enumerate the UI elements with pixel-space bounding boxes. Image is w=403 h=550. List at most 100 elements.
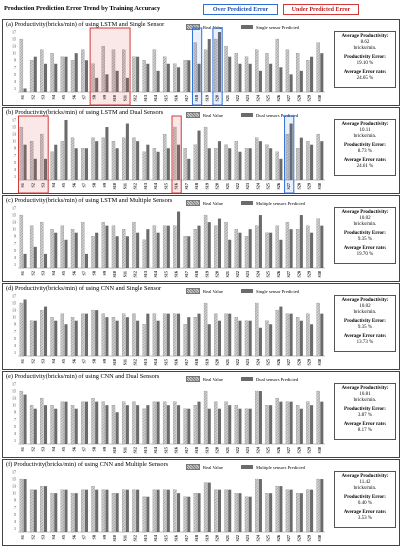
predicted-bar [299,408,303,444]
x-tick-label: S4 [51,270,56,275]
predicted-bar [177,313,181,356]
real-value-bar [295,317,300,357]
legend-predicted-label: Dual sensors Predicted [255,112,299,118]
predicted-bar [95,310,99,356]
predicted-bar [269,63,273,92]
predicted-bar [187,158,191,180]
real-value-bar [183,60,187,93]
predicted-bar [95,489,99,532]
predicted-bar [197,401,201,444]
predicted-bar [156,232,160,268]
x-tick-label: S18 [194,535,199,542]
legend-predicted-label: Multiple sensors Predicted [255,200,305,206]
x-tick-label: S6 [71,447,76,451]
predicted-bar [310,232,314,268]
x-tick-label: S7 [81,95,86,99]
real-value-bar [101,489,105,533]
predicted-bar [84,60,88,92]
predicted-bar [33,56,37,92]
x-tick-label: S3 [41,447,46,451]
y-tick-label: 15 [12,213,16,218]
real-value-bar [60,401,64,445]
predicted-bar [136,489,140,532]
x-tick-label: S8 [92,535,97,539]
x-tick-label: S27 [286,183,291,190]
real-value-bar [214,148,218,181]
legend-real-label: Real Value [203,288,223,294]
y-tick-label: 5 [14,72,16,77]
chart-title: (d) Productivity(bricks/min) of using CN… [6,285,162,292]
predicted-bar [177,144,181,180]
x-tick-label: S13 [143,535,148,542]
predicted-bar [54,493,58,532]
x-tick-label: S18 [194,183,199,190]
predicted-bar [310,56,314,92]
real-value-bar [244,408,249,445]
y-tick-label: 9 [14,234,16,239]
predicted-bar [269,232,273,268]
y-tick-label: 1 [14,174,16,179]
x-tick-label: S10 [112,183,117,190]
x-tick-label: S2 [30,535,35,539]
predicted-bar [23,253,27,268]
predicted-bar [105,317,109,356]
y-tick-label: 7 [14,417,16,422]
x-tick-label: S11 [122,95,127,101]
x-tick-label: S19 [204,535,209,542]
y-tick-label: 9 [14,410,16,415]
real-value-bar [111,405,116,445]
predicted-bar [228,239,232,268]
real-value-bar [81,49,85,93]
predicted-bar [64,401,68,444]
predicted-bar [33,158,37,180]
chart-panel: (e) Productivity(bricks/min) of using CN… [2,371,400,458]
y-tick-label: 9 [14,498,16,503]
real-value-bar [316,302,320,357]
predicted-bar [146,313,150,356]
x-tick-label: S3 [41,183,46,187]
real-value-bar [275,225,279,269]
stats-box: Average Productivity: 11.42 bricks/min. Pro… [334,471,396,528]
avg-productivity-value: 10.02 [359,304,371,310]
x-tick-label: S12 [133,535,138,542]
real-value-bar [152,313,157,357]
x-tick-label: S22 [235,95,240,102]
predicted-bar [177,405,181,444]
predicted-bar [177,67,181,92]
x-tick-label: S1 [20,535,25,539]
y-tick-label: 13 [12,44,16,49]
predicted-bar [238,408,242,444]
real-value-bar [142,60,146,93]
under-predicted-legend: Under Predicted Error [283,4,359,15]
x-tick-label: S26 [276,183,281,190]
x-tick-label: S25 [266,535,271,542]
real-value-bar [40,485,44,533]
productivity-unit: bricks/min. [353,398,377,404]
productivity-error-value: 8.73 % [357,149,373,155]
x-tick-label: S28 [296,271,301,278]
chart-panel: (a) Productivity(bricks/min) of using LS… [2,19,400,106]
x-tick-label: S17 [184,95,189,102]
x-tick-label: S13 [143,271,148,278]
predicted-bar [105,489,109,532]
predicted-bar [33,246,37,268]
avg-error-rate-value: 24.61 % [356,164,374,170]
x-tick-label: S15 [163,271,168,278]
x-tick-label: S23 [245,535,250,542]
x-tick-label: S2 [30,183,35,187]
real-value-bar [91,397,95,445]
x-tick-label: S9 [102,183,107,187]
real-value-bar [111,225,116,269]
predicted-bar [43,306,48,356]
x-tick-label: S6 [71,271,76,275]
real-value-bar [306,225,310,269]
real-value-bar [234,53,238,93]
predicted-bar [279,158,283,180]
predicted-bar [197,63,201,92]
real-value-bar [193,317,198,357]
real-value-bar [214,225,218,269]
y-tick-label: 11 [12,315,16,320]
predicted-bar [136,141,140,180]
real-value-bar [60,56,64,93]
predicted-bar [217,218,222,268]
